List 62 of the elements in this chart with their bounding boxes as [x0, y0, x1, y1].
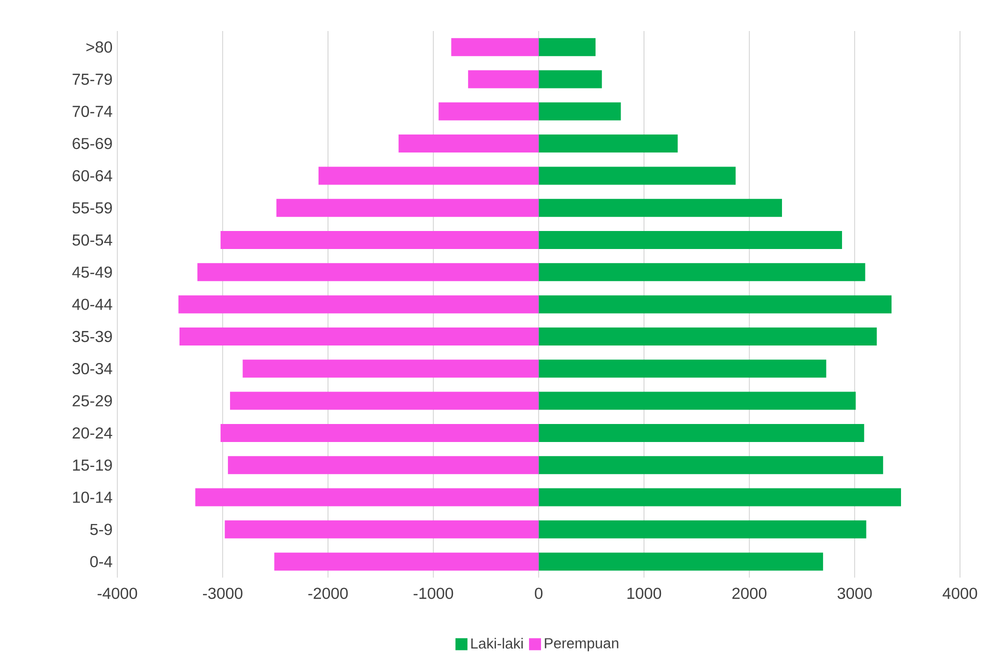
bar: [398, 134, 539, 153]
y-tick-label: 50-54: [72, 234, 112, 246]
y-tick-label: 15-19: [73, 459, 112, 471]
bar: [538, 424, 864, 442]
bar: [468, 70, 539, 88]
legend-label: Perempuan: [544, 638, 618, 652]
x-tick-label: 0: [534, 588, 542, 599]
y-tick-label: 45-49: [72, 266, 112, 278]
x-tick-label: 1000: [627, 588, 662, 599]
bar: [538, 166, 736, 185]
x-tick-label: -1000: [414, 588, 454, 599]
y-tick-label: 20-24: [72, 427, 112, 439]
y-tick-label: 55-59: [72, 202, 112, 214]
bar: [228, 456, 539, 474]
bar: [538, 552, 824, 571]
y-tick-label: 25-29: [72, 395, 112, 406]
y-tick-label: 60-64: [72, 170, 112, 182]
y-tick-label: 70-74: [72, 106, 112, 118]
y-tick-label: 40-44: [72, 298, 112, 310]
bar: [274, 552, 539, 571]
y-tick-label: 75-79: [72, 74, 112, 85]
bar: [538, 231, 842, 250]
bar: [538, 456, 884, 474]
x-tick-label: 2000: [732, 588, 766, 599]
bar: [242, 360, 539, 378]
y-tick-label: 35-39: [72, 330, 112, 342]
y-tick-label: 0-4: [90, 556, 112, 568]
bar: [224, 520, 539, 538]
y-tick-label: 30-34: [72, 363, 112, 374]
y-tick-label: >80: [86, 41, 112, 53]
y-tick-label: 65-69: [72, 138, 112, 150]
x-tick-label: -4000: [98, 588, 138, 599]
y-tick-label: 5-9: [90, 524, 112, 536]
x-tick-label: 4000: [942, 588, 978, 599]
bar: [195, 488, 539, 506]
bar: [538, 263, 866, 282]
x-tick-label: -3000: [202, 588, 242, 599]
bar: [538, 198, 782, 217]
x-tick-label: 3000: [838, 588, 872, 599]
bar: [438, 102, 539, 120]
bar: [178, 295, 539, 314]
bar: [538, 70, 602, 88]
bar: [538, 520, 866, 538]
bar: [538, 295, 892, 314]
x-tick-label: -2000: [308, 588, 348, 599]
bar: [538, 38, 596, 56]
bar: [538, 392, 856, 410]
bar: [318, 166, 539, 185]
bar: [220, 424, 539, 442]
bar: [230, 392, 539, 410]
bar: [538, 102, 621, 120]
legend-label: Laki-laki: [471, 638, 523, 649]
bar: [197, 263, 539, 282]
bar: [538, 134, 678, 153]
bar: [179, 327, 539, 346]
bar: [538, 327, 877, 346]
bar: [220, 231, 539, 250]
bar: [451, 38, 539, 56]
bar: [538, 488, 902, 506]
bar: [276, 198, 539, 217]
y-tick-label: 10-14: [73, 492, 112, 503]
bar: [538, 360, 826, 378]
